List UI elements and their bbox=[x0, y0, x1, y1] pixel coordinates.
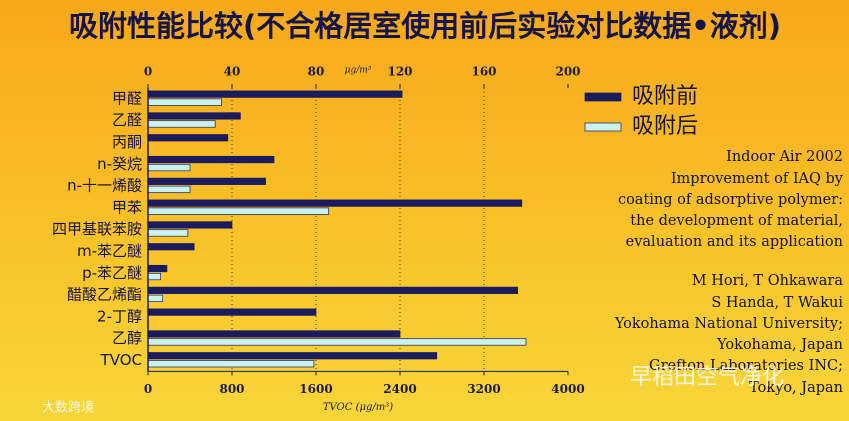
y-tick-label: 丙酮 bbox=[112, 133, 142, 151]
bar bbox=[147, 286, 518, 294]
legend-swatch bbox=[584, 92, 622, 102]
annotation-line: evaluation and its application bbox=[626, 234, 843, 250]
legend-label: 吸附后 bbox=[632, 114, 698, 139]
x-tick-label: 800 bbox=[219, 382, 244, 396]
watermark: 大数跨境 bbox=[42, 401, 94, 416]
x-tick-label: 40 bbox=[224, 65, 241, 79]
x-tick-label: 0 bbox=[144, 65, 152, 79]
y-tick-label: 乙醛 bbox=[112, 111, 142, 129]
bar bbox=[147, 207, 329, 215]
x-axis-label: TVOC (μg/m³) bbox=[323, 402, 393, 413]
y-tick-label: m-苯乙醚 bbox=[77, 242, 142, 260]
watermark: 早稻田空气净化 bbox=[630, 365, 784, 390]
bar bbox=[147, 177, 266, 185]
bar bbox=[147, 120, 216, 128]
annotation-line: coating of adsorptive polymer: bbox=[618, 192, 843, 208]
x-tick-label: 1600 bbox=[299, 382, 332, 396]
y-tick-label: 醋酸乙烯酯 bbox=[67, 286, 142, 304]
x-tick-label: 160 bbox=[471, 65, 496, 79]
y-tick-label: TVOC bbox=[100, 351, 142, 369]
annotation-line: Indoor Air 2002 bbox=[726, 149, 843, 165]
annotation-line: Yokohama National University; bbox=[614, 316, 843, 332]
legend-swatch bbox=[584, 122, 622, 132]
annotation-line: S Handa, T Wakui bbox=[711, 295, 843, 311]
bar bbox=[147, 199, 523, 207]
legend-label: 吸附前 bbox=[632, 84, 698, 109]
bar bbox=[147, 221, 233, 229]
x-tick-label: 120 bbox=[387, 65, 412, 79]
annotation-line: Grefton Laboratories INC; bbox=[649, 358, 843, 374]
bar bbox=[147, 272, 161, 281]
bar bbox=[147, 98, 222, 106]
bar bbox=[147, 360, 315, 368]
bar bbox=[147, 264, 168, 273]
x-axis-label: μg/m³ bbox=[345, 66, 372, 76]
x-tick-label: 0 bbox=[144, 382, 152, 396]
bar bbox=[147, 112, 241, 120]
y-tick-label: 乙醇 bbox=[112, 329, 142, 347]
bar bbox=[147, 294, 164, 302]
bar bbox=[147, 134, 229, 142]
annotation-line: Improvement of IAQ by bbox=[671, 171, 844, 187]
bar bbox=[147, 338, 527, 346]
bar bbox=[147, 163, 191, 172]
y-tick-label: p-苯乙醚 bbox=[82, 264, 142, 282]
bar bbox=[147, 243, 195, 251]
x-tick-label: 4000 bbox=[551, 382, 584, 396]
annotation-line: the development of material, bbox=[630, 213, 843, 229]
bar bbox=[147, 155, 275, 164]
y-tick-label: 甲醛 bbox=[112, 89, 142, 107]
x-tick-label: 80 bbox=[308, 65, 325, 79]
bar bbox=[147, 352, 438, 360]
bar bbox=[147, 229, 189, 237]
y-tick-label: n-十一烯酸 bbox=[67, 177, 142, 195]
x-tick-label: 2400 bbox=[383, 382, 416, 396]
x-tick-label: 3200 bbox=[467, 382, 500, 396]
bar bbox=[147, 330, 401, 338]
bar bbox=[147, 90, 403, 98]
annotation-line: Yokohama, Japan bbox=[716, 337, 843, 353]
y-tick-label: 2-丁醇 bbox=[97, 307, 142, 325]
bar bbox=[147, 185, 191, 193]
chart-title: 吸附性能比较(不合格居室使用前后实验对比数据•液剂) bbox=[69, 9, 781, 43]
y-tick-label: 四甲基联苯胺 bbox=[52, 220, 142, 238]
annotation-line: Tokyo, Japan bbox=[749, 380, 843, 396]
y-tick-label: n-癸烷 bbox=[97, 155, 142, 173]
y-tick-label: 甲苯 bbox=[112, 198, 142, 216]
bar bbox=[147, 308, 317, 316]
x-tick-label: 200 bbox=[555, 65, 580, 79]
annotation-line: M Hori, T Ohkawara bbox=[692, 273, 844, 289]
